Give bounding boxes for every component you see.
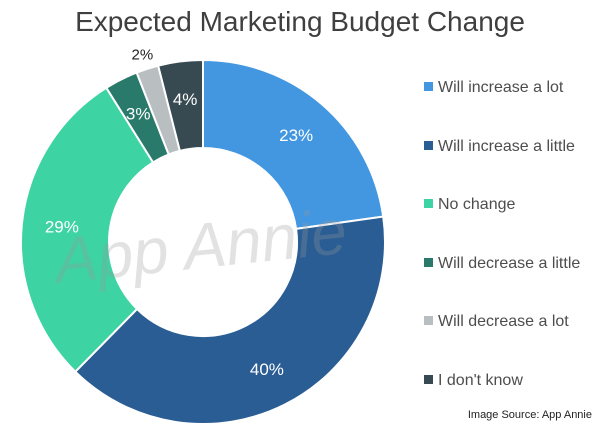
slice-value-label: 3% xyxy=(126,104,151,123)
legend-item: Will increase a little xyxy=(424,137,575,157)
legend-swatch xyxy=(424,316,433,326)
legend-item: I don't know xyxy=(424,371,523,391)
legend-swatch xyxy=(424,257,433,267)
image-source: Image Source: App Annie xyxy=(467,409,592,421)
legend-label: No change xyxy=(438,196,516,214)
legend-swatch xyxy=(424,140,433,150)
legend-item: Will decrease a little xyxy=(424,254,580,274)
legend-label: Will increase a lot xyxy=(438,79,564,96)
slice-value-label: 23% xyxy=(279,126,313,145)
slice-will-increase-a-lot xyxy=(202,58,385,231)
slice-value-label: 4% xyxy=(173,90,198,109)
slice-i-don-t-know xyxy=(156,58,204,153)
slice-value-label: 40% xyxy=(250,360,284,379)
legend-item: Will decrease a lot xyxy=(424,312,569,332)
donut-slices xyxy=(20,58,386,425)
legend-label: Will decrease a little xyxy=(438,254,581,272)
slice-value-label: 2% xyxy=(132,47,154,64)
legend-item: Will increase a lot xyxy=(424,78,563,98)
chart-title: Expected Marketing Budget Change xyxy=(75,6,525,37)
legend-label: Will decrease a lot xyxy=(438,313,569,331)
slice-labels: 23% 40% 29% 3% 2% 4% xyxy=(45,47,313,379)
legend-label: Will increase a little xyxy=(438,137,575,155)
slice-value-label: 29% xyxy=(45,218,79,237)
legend-label: I don't know xyxy=(438,372,523,389)
legend-item: No change xyxy=(424,195,515,215)
slice-will-increase-a-little xyxy=(73,215,386,425)
legend-swatch xyxy=(424,199,433,209)
legend-swatch xyxy=(424,375,433,384)
slice-no-change xyxy=(20,86,155,374)
legend-swatch xyxy=(424,82,433,91)
